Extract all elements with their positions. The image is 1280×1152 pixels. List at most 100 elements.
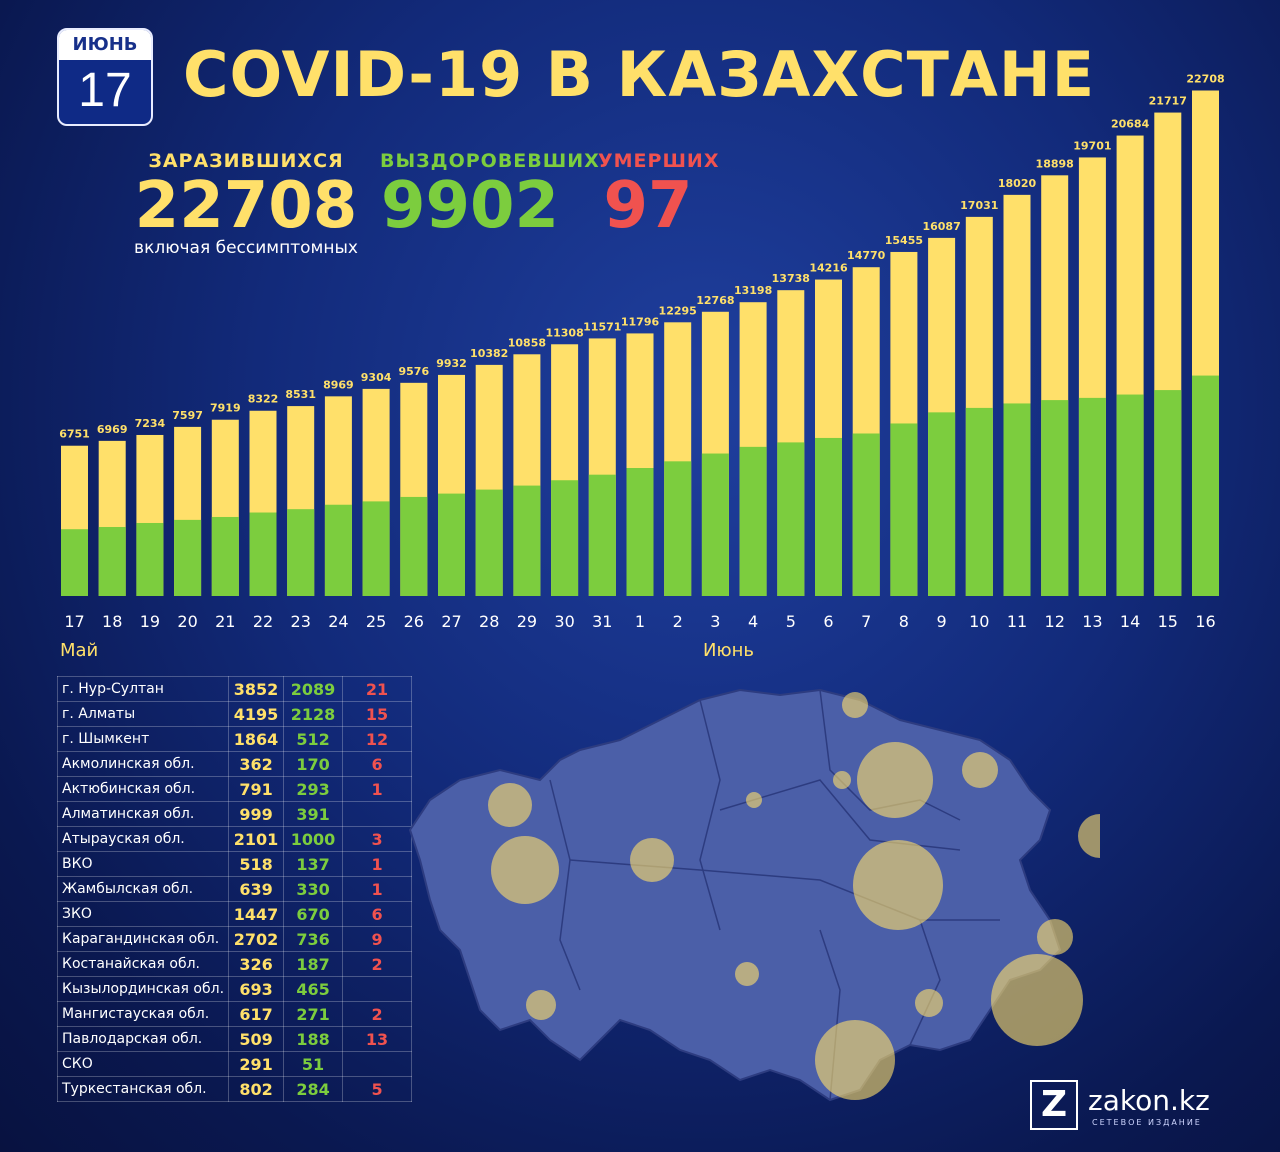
region-deaths: 15 (342, 701, 413, 727)
region-row: г. Шымкент 1864 512 12 (56, 726, 413, 752)
bar-recovered-0 (61, 529, 88, 596)
stat-deaths: УМЕРШИХ 97 (598, 150, 720, 243)
stat-deaths-value: 97 (603, 169, 693, 243)
x-tick-label: 16 (1195, 612, 1215, 631)
x-tick-label: 21 (215, 612, 235, 631)
bar-recovered-12 (513, 485, 541, 596)
region-name: Алматинская обл. (56, 801, 230, 827)
bubble-akmola (842, 692, 868, 718)
x-tick-label: 10 (969, 612, 989, 631)
x-tick-label: 14 (1120, 612, 1140, 631)
region-name: г. Шымкент (56, 726, 230, 752)
region-cases: 518 (228, 851, 285, 877)
region-row: Актюбинская обл. 791 293 1 (56, 776, 413, 802)
region-recovered: 188 (283, 1026, 344, 1052)
bar-value-label: 6751 (59, 428, 90, 441)
bar-recovered-21 (852, 433, 880, 596)
x-tick-label: 17 (64, 612, 84, 631)
bar-value-label: 11571 (583, 320, 621, 333)
bar-value-label: 7919 (210, 402, 241, 415)
region-cases: 802 (228, 1076, 285, 1102)
bar-recovered-17 (701, 453, 729, 596)
region-recovered: 670 (283, 901, 344, 927)
bubble-almaty (991, 954, 1083, 1046)
bar-value-label: 9576 (398, 365, 429, 378)
region-cases: 509 (228, 1026, 285, 1052)
region-cases: 291 (228, 1051, 285, 1077)
logo-name: zakon.kz (1088, 1084, 1210, 1117)
region-recovered: 330 (283, 876, 344, 902)
region-name: Туркестанская обл. (56, 1076, 230, 1102)
bubble-mangystau (833, 771, 851, 789)
kazakhstan-map (408, 688, 1100, 1102)
x-tick-label: 23 (291, 612, 311, 631)
x-tick-label: 30 (554, 612, 574, 631)
bubble-nur-sultan (857, 742, 933, 818)
bar-recovered-23 (928, 412, 956, 596)
bar-recovered-25 (1003, 403, 1031, 596)
bar-value-label: 15455 (885, 234, 923, 247)
region-row: СКО 291 51 (56, 1051, 413, 1077)
bar-recovered-27 (1078, 397, 1106, 596)
calendar-day: 17 (78, 64, 132, 117)
x-tick-label: 1 (635, 612, 645, 631)
stat-recovered: ВЫЗДОРОВЕВШИХ 9902 (380, 150, 599, 243)
stat-infected-label: ЗАРАЗИВШИХСЯ (148, 150, 344, 172)
region-name: Атырауская обл. (56, 826, 230, 852)
region-cases: 693 (228, 976, 285, 1002)
bar-recovered-20 (815, 437, 842, 596)
stat-recovered-value: 9902 (380, 169, 560, 243)
x-tick-label: 15 (1158, 612, 1178, 631)
x-tick-label: 12 (1045, 612, 1065, 631)
region-row: г. Нур-Султан 3852 2089 21 (56, 676, 413, 702)
region-name: Карагандинская обл. (56, 926, 230, 952)
bar-recovered-15 (626, 468, 654, 596)
region-name: Павлодарская обл. (56, 1026, 230, 1052)
region-name: Акмолинская обл. (56, 751, 230, 777)
bar-value-label: 18020 (998, 177, 1037, 190)
stat-infected-value: 22708 (134, 169, 358, 243)
region-deaths: 2 (342, 951, 413, 977)
region-cases: 362 (228, 751, 285, 777)
bar-recovered-7 (324, 504, 352, 596)
bar-value-label: 8969 (323, 378, 354, 391)
region-name: г. Нур-Султан (56, 676, 230, 702)
bar-recovered-29 (1154, 390, 1182, 596)
region-row: Костанайская обл. 326 187 2 (56, 951, 413, 977)
region-recovered: 465 (283, 976, 344, 1002)
region-deaths: 3 (342, 826, 413, 852)
bar-value-label: 10858 (508, 336, 546, 349)
region-cases: 1864 (228, 726, 285, 752)
calendar-month: ИЮНЬ (59, 30, 151, 60)
region-name: Актюбинская обл. (56, 776, 230, 802)
bar-value-label: 11308 (545, 326, 583, 339)
bar-recovered-9 (400, 496, 428, 596)
x-tick-label: 22 (253, 612, 273, 631)
region-recovered: 271 (283, 1001, 344, 1027)
region-recovered: 2089 (283, 676, 344, 702)
logo-subtitle: СЕТЕВОЕ ИЗДАНИЕ (1092, 1118, 1202, 1127)
stat-deaths-label: УМЕРШИХ (598, 150, 720, 172)
bar-value-label: 12768 (696, 294, 734, 307)
region-name: г. Алматы (56, 701, 230, 727)
bar-value-label: 13198 (734, 284, 772, 297)
bar-recovered-14 (588, 474, 616, 596)
page-title: COVID-19 В КАЗАХСТАНЕ (183, 38, 1096, 111)
date-calendar: ИЮНЬ 17 (57, 28, 153, 126)
bar-value-label: 19701 (1073, 139, 1111, 152)
bar-value-label: 9304 (361, 371, 392, 384)
bar-recovered-5 (249, 512, 277, 596)
bar-recovered-3 (174, 519, 202, 596)
bar-value-label: 21717 (1149, 95, 1187, 108)
stat-infected-note: включая бессимптомных (134, 238, 358, 258)
bar-value-label: 11796 (621, 315, 660, 328)
bubble-kostanay (630, 838, 674, 882)
axis-month-june: Июнь (703, 640, 754, 661)
region-recovered: 736 (283, 926, 344, 952)
bar-value-label: 14770 (847, 249, 886, 262)
region-name: ВКО (56, 851, 230, 877)
region-deaths: 2 (342, 1001, 413, 1027)
bubble-kyzylorda (735, 962, 759, 986)
bar-recovered-6 (287, 509, 315, 596)
region-row: Туркестанская обл. 802 284 5 (56, 1076, 413, 1102)
